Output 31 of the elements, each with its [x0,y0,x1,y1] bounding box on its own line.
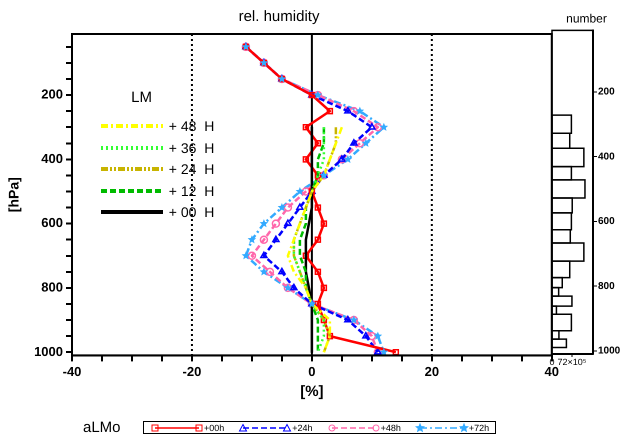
legend-label: + 12 H [168,182,214,199]
legend-label: +00h [204,422,224,432]
y-tick-label: 400 [41,150,63,166]
y-tick-label: 800 [598,280,616,292]
y-tick-label: 1000 [34,344,63,359]
legend-label: +48h [380,422,401,432]
chart-title: rel. humidity [238,8,320,26]
legend-label: +24h [292,422,313,432]
legend-label: + 48 H [168,118,214,134]
y-tick-label: 800 [41,279,63,294]
chart-title: number [566,12,607,26]
y-tick-label: 600 [41,215,63,230]
y-tick-label: 400 [598,151,616,162]
legend-title: aLMo [83,419,122,436]
x-tick-label: -40 [62,364,82,379]
y-tick-label: 200 [41,86,63,102]
y-tick-label: 200 [598,86,616,98]
x-tick-label: 0 [308,364,316,379]
x-axis-title: [%] [300,383,324,400]
x-tick-label: 40 [544,364,560,379]
x-tick-label: -20 [182,364,202,379]
y-tick-label: 600 [598,216,616,228]
legend-label: +72h [468,422,490,432]
legend-label: + 24 H [168,161,214,178]
legend-label: + 00 H [168,204,214,220]
x-tick-label: 20 [424,364,440,379]
y-axis-title: [hPa] [5,177,22,212]
x-tick-label: 72×10⁵ [557,356,587,367]
annotation: LM [130,88,153,106]
y-tick-label: 1000 [598,346,621,357]
legend-label: + 36 H [168,140,214,156]
